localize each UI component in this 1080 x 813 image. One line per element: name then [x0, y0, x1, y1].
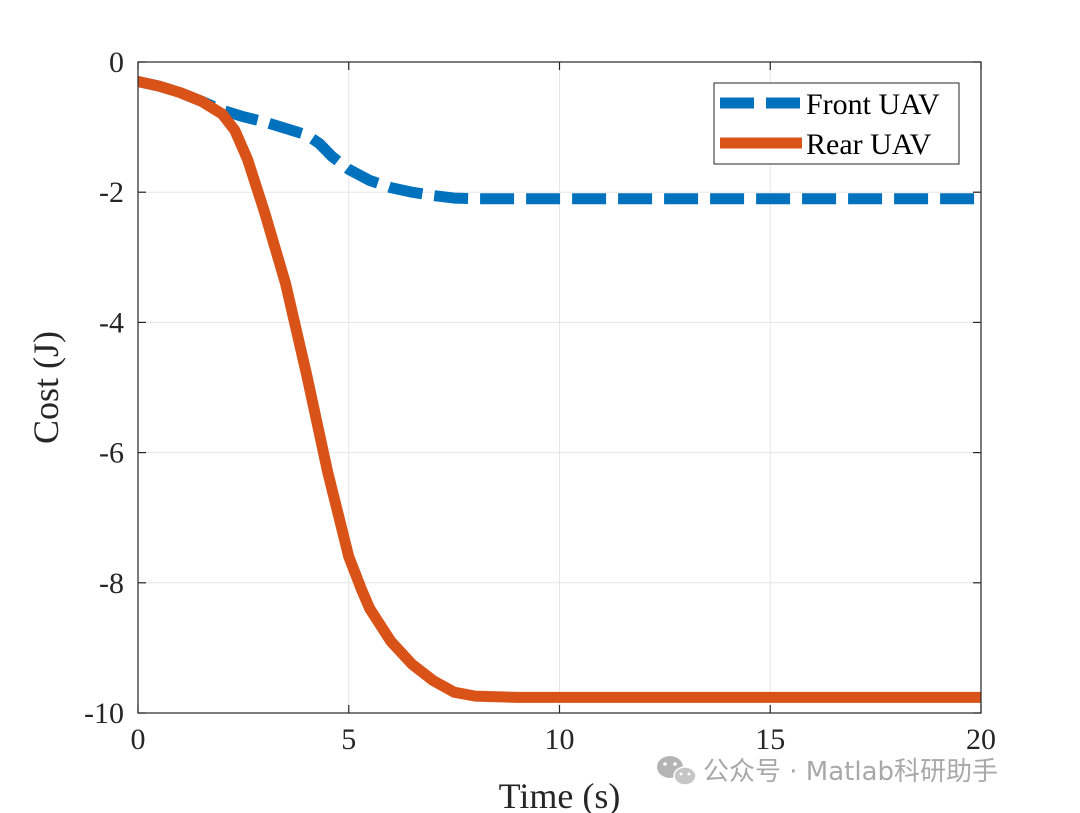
series-line-front-uav	[138, 76, 981, 205]
x-tick-label: 5	[341, 723, 356, 756]
y-tick-label: -8	[99, 567, 124, 600]
y-tick-label: 0	[109, 46, 124, 79]
x-tick-label: 10	[545, 723, 575, 756]
legend-label-rear-uav: Rear UAV	[806, 128, 932, 161]
x-tick-label: 0	[131, 723, 146, 756]
x-axis-label: Time (s)	[499, 776, 621, 813]
y-tick-label: -6	[99, 437, 124, 470]
y-tick-label: -10	[84, 697, 124, 730]
x-tick-label: 15	[755, 723, 785, 756]
plot-series	[138, 76, 981, 703]
x-tick-label: 20	[966, 723, 996, 756]
legend-label-front-uav: Front UAV	[806, 88, 940, 121]
watermark-text: 公众号 · Matlab科研助手	[703, 757, 998, 787]
series-line-rear-uav	[138, 76, 981, 703]
tick-labels: 0 5 10 15 20 0 -2 -4 -6 -8 -10	[84, 46, 996, 756]
wechat-icon	[657, 756, 697, 786]
axis-ticks	[137, 61, 982, 714]
watermark: 公众号 · Matlab科研助手	[657, 756, 998, 787]
y-tick-label: -4	[99, 306, 124, 339]
legend: Front UAV Rear UAV	[713, 82, 960, 165]
y-axis-label: Cost (J)	[26, 331, 66, 444]
legend-box	[713, 82, 960, 165]
y-tick-label: -2	[99, 176, 124, 209]
